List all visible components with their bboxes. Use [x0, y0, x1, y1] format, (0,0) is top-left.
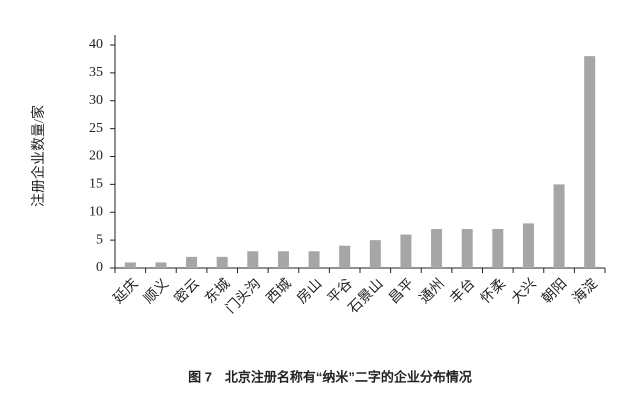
bar	[124, 262, 136, 268]
y-tick-label: 30	[89, 93, 103, 108]
x-tick-label: 通州	[417, 276, 448, 307]
y-tick-label: 10	[89, 204, 103, 219]
x-tick-label: 昌平	[387, 276, 417, 306]
bar	[400, 234, 412, 268]
bar	[461, 228, 473, 268]
y-axis-label: 注册企业数量/家	[30, 105, 47, 207]
x-tick-label: 门头沟	[223, 276, 264, 317]
bar	[553, 184, 565, 268]
y-tick-label: 40	[89, 37, 103, 52]
x-tick-label: 海淀	[570, 276, 601, 307]
bar	[522, 223, 534, 268]
bar	[369, 240, 381, 268]
x-tick-label: 丰台	[447, 276, 478, 307]
x-tick-label: 怀柔	[478, 276, 509, 307]
y-tick-label: 25	[89, 121, 103, 136]
bar	[431, 228, 443, 268]
x-tick-label: 顺义	[141, 276, 172, 307]
x-tick-label: 延庆	[110, 276, 141, 307]
x-tick-label: 密云	[171, 275, 203, 307]
y-tick-label: 20	[89, 149, 103, 164]
bar	[247, 251, 259, 268]
bar	[339, 245, 351, 268]
x-tick-label: 朝阳	[539, 276, 570, 307]
bar	[186, 256, 198, 268]
y-tick-label: 15	[89, 177, 103, 192]
bar	[277, 251, 289, 268]
y-tick-label: 35	[89, 65, 103, 80]
bar	[308, 251, 320, 268]
y-tick-label: 5	[96, 232, 103, 247]
y-tick-label: 0	[96, 260, 103, 275]
bar	[584, 56, 596, 269]
x-tick-label: 房山	[294, 276, 325, 307]
bar	[216, 256, 228, 268]
chart-title: 图 7 北京注册名称有“纳米”二字的企业分布情况	[188, 369, 472, 384]
x-tick-label: 大兴	[508, 276, 539, 307]
bar	[155, 262, 167, 268]
bar	[492, 228, 504, 268]
x-tick-label: 西城	[263, 276, 294, 307]
x-tick-label: 石景山	[345, 276, 386, 317]
